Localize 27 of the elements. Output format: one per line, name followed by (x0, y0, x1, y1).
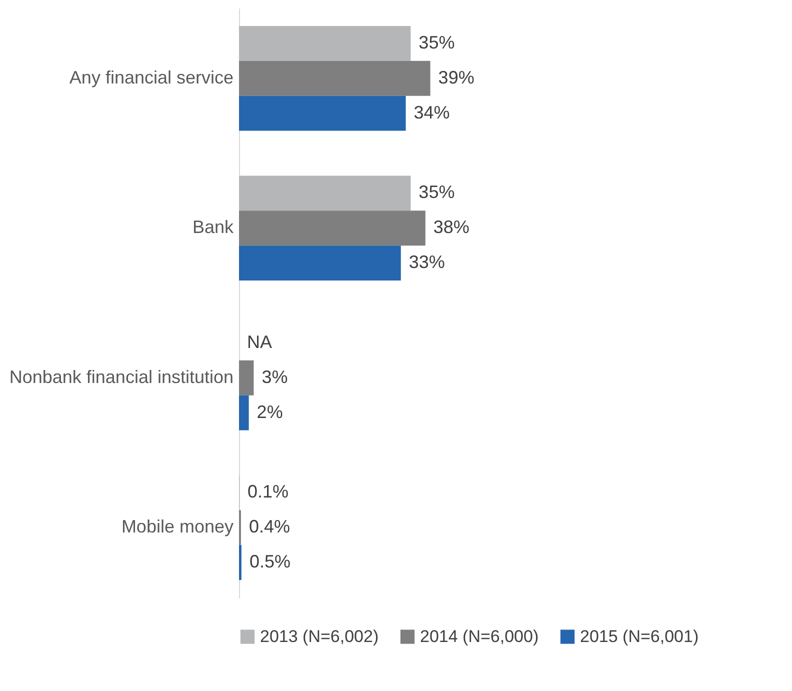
legend-label: 2014 (N=6,000) (420, 626, 539, 646)
bar (239, 210, 426, 246)
y-tick-label: Bank (192, 217, 234, 238)
legend-label: 2013 (N=6,002) (260, 626, 379, 646)
bar (239, 96, 406, 131)
bar (239, 176, 411, 211)
bar (239, 26, 411, 61)
data-label: 38% (433, 217, 470, 238)
y-tick-label: Nonbank financial institution (9, 366, 234, 387)
data-label: 2% (256, 402, 283, 422)
bar (239, 246, 401, 281)
bar (239, 60, 430, 96)
y-tick-label: Any financial service (69, 67, 234, 88)
data-label: 33% (408, 252, 445, 272)
legend-label: 2015 (N=6,001) (580, 626, 699, 646)
data-label: 39% (438, 67, 474, 88)
data-label: 0.1% (247, 482, 289, 502)
bar (239, 395, 249, 430)
data-label: 35% (418, 32, 455, 52)
data-label: 3% (262, 366, 288, 387)
data-label: 35% (418, 182, 455, 202)
text: NA (247, 332, 272, 352)
data-label: 34% (414, 102, 450, 122)
bar (239, 360, 254, 396)
y-tick-label: Mobile money (121, 516, 234, 537)
data-label: 0.5% (249, 552, 290, 572)
data-label: 0.4% (248, 516, 290, 537)
